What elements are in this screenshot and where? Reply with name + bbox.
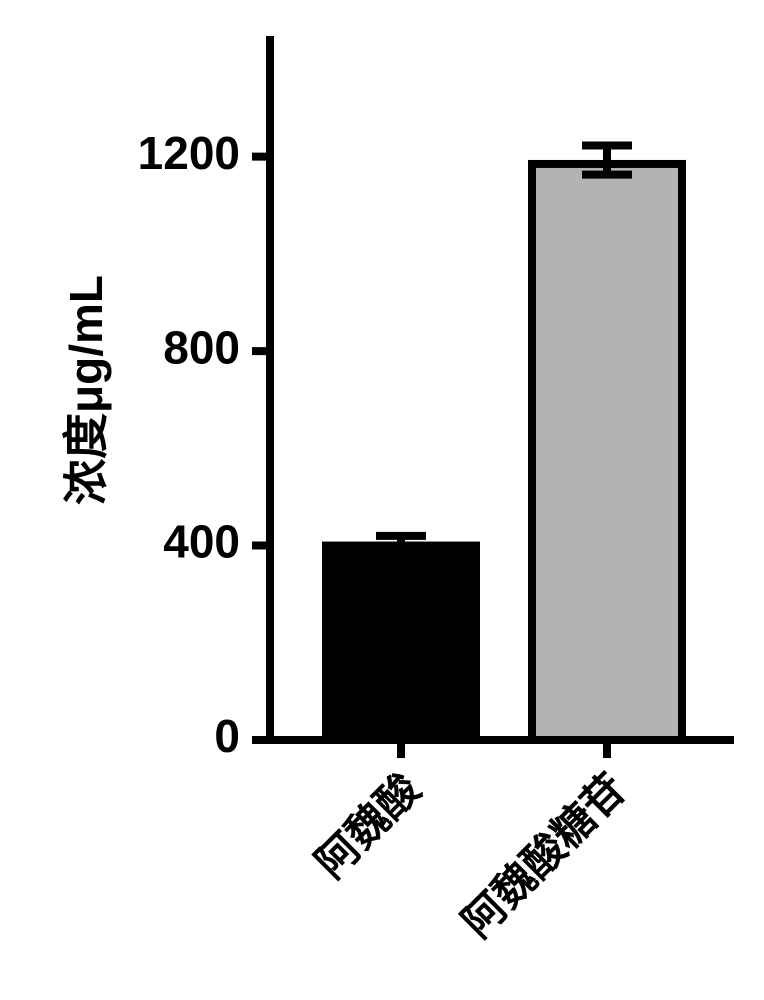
ytick-label: 1200 xyxy=(138,127,240,179)
ytick-label: 0 xyxy=(214,710,240,762)
chart-svg: 04008001200浓度μg/mL阿魏酸阿魏酸糖苷 xyxy=(0,0,764,1000)
ytick-label: 800 xyxy=(163,321,240,373)
bar-1 xyxy=(532,164,682,740)
concentration-bar-chart: 04008001200浓度μg/mL阿魏酸阿魏酸糖苷 xyxy=(0,0,764,1000)
ytick-label: 400 xyxy=(163,516,240,568)
y-axis-label: 浓度μg/mL xyxy=(60,275,112,505)
bar-0 xyxy=(326,546,476,740)
